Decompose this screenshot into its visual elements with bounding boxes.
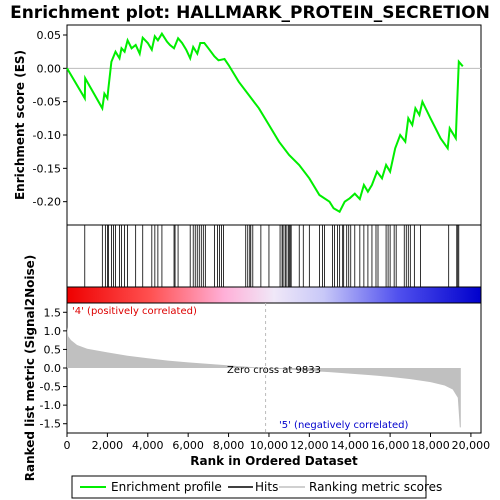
chart-title: Enrichment plot: HALLMARK_PROTEIN_SECRET… bbox=[10, 3, 490, 23]
hits-panel-frame bbox=[66, 224, 482, 288]
x-tick-label: 20,000 bbox=[452, 439, 491, 452]
metric-y-tick-label: 1.5 bbox=[44, 306, 62, 319]
legend-metric-label: Ranking metric scores bbox=[309, 480, 442, 494]
hit-markers bbox=[84, 225, 460, 287]
legend-hits-label: Hits bbox=[255, 480, 278, 494]
ranked-metric-panel: 1.5 1.0 0.5 0.0 -0.5 -1.0 -1.5 '4' (positively… bbox=[40, 302, 482, 434]
zero-cross-label: Zero cross at 9833 bbox=[227, 365, 321, 376]
metric-y-tick-label: -1.5 bbox=[40, 418, 61, 431]
correlation-color-bar bbox=[66, 286, 482, 304]
hits-panel bbox=[66, 224, 482, 288]
negative-correlation-label: '5' (negatively correlated) bbox=[279, 420, 408, 431]
es-y-tick-label: -0.05 bbox=[33, 96, 61, 109]
x-tick-label: 10,000 bbox=[250, 439, 289, 452]
es-y-ticks: 0.05 0.00 -0.05 -0.10 -0.15 -0.20 bbox=[33, 29, 67, 209]
es-panel-frame bbox=[66, 24, 482, 226]
x-tick-label: 16,000 bbox=[371, 439, 410, 452]
x-axis: 0 2,000 4,000 6,000 8,000 10,000 12,000 14,000 1… bbox=[64, 433, 491, 452]
x-tick-label: 6,000 bbox=[172, 439, 204, 452]
metric-y-ticks: 1.5 1.0 0.5 0.0 -0.5 -1.0 -1.5 bbox=[40, 306, 67, 431]
x-tick-label: 12,000 bbox=[290, 439, 329, 452]
metric-y-axis-label: Ranked list metric (Signal2Noise) bbox=[23, 255, 37, 482]
es-y-tick-label: 0.05 bbox=[37, 29, 62, 42]
x-tick-label: 8,000 bbox=[213, 439, 245, 452]
legend: Enrichment profile Hits Ranking metric s… bbox=[71, 475, 442, 499]
x-tick-label: 4,000 bbox=[132, 439, 164, 452]
positive-correlation-label: '4' (positively correlated) bbox=[72, 306, 197, 317]
es-y-tick-label: -0.10 bbox=[33, 129, 61, 142]
es-y-tick-label: -0.20 bbox=[33, 196, 61, 209]
es-y-axis-label: Enrichment score (ES) bbox=[13, 50, 27, 200]
metric-y-tick-label: 1.0 bbox=[44, 325, 62, 338]
enrichment-profile-line bbox=[66, 31, 464, 214]
x-tick-label: 14,000 bbox=[330, 439, 369, 452]
enrichment-score-panel: 0.05 0.00 -0.05 -0.10 -0.15 -0.20 bbox=[33, 24, 482, 226]
x-axis-label: Rank in Ordered Dataset bbox=[190, 454, 358, 468]
es-y-tick-label: -0.15 bbox=[33, 162, 61, 175]
x-tick-label: 18,000 bbox=[411, 439, 450, 452]
x-tick-label: 2,000 bbox=[92, 439, 124, 452]
metric-y-tick-label: -0.5 bbox=[40, 381, 61, 394]
x-tick-label: 0 bbox=[64, 439, 71, 452]
legend-es-label: Enrichment profile bbox=[111, 480, 222, 494]
metric-y-tick-label: 0.5 bbox=[44, 343, 62, 356]
metric-y-tick-label: 0.0 bbox=[44, 362, 62, 375]
metric-y-tick-label: -1.0 bbox=[40, 399, 61, 412]
es-y-tick-label: 0.00 bbox=[37, 62, 62, 75]
